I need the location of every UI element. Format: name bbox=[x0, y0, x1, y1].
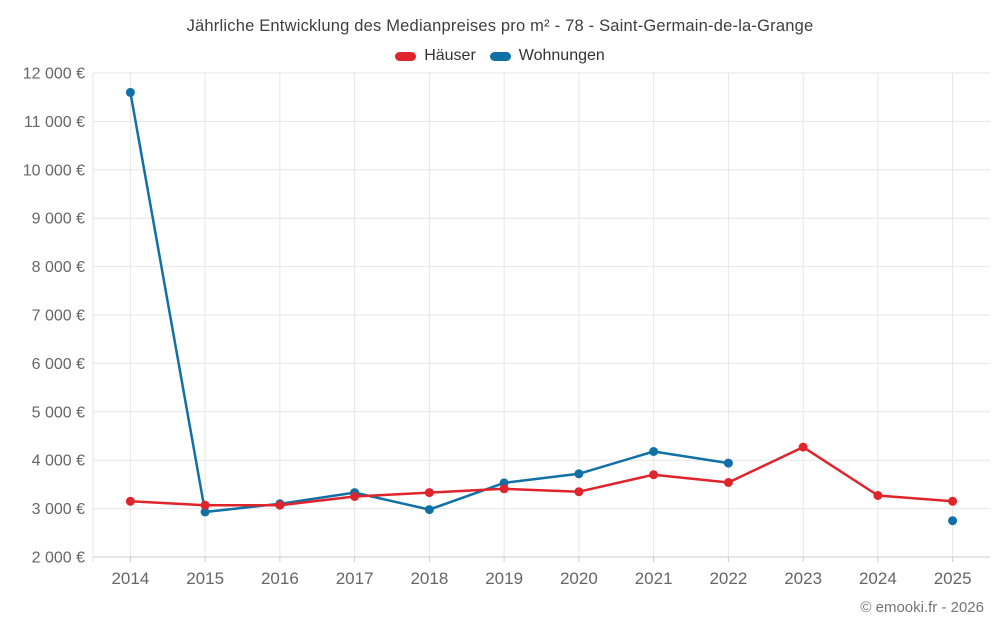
data-point-h-user-2015[interactable] bbox=[200, 500, 210, 510]
data-point-wohnungen-2020[interactable] bbox=[574, 469, 584, 479]
data-point-wohnungen-2021[interactable] bbox=[649, 447, 659, 456]
data-point-h-user-2020[interactable] bbox=[574, 487, 584, 497]
data-point-h-user-2014[interactable] bbox=[125, 496, 135, 506]
data-point-wohnungen-2015[interactable] bbox=[200, 507, 210, 517]
x-tick-label: 2016 bbox=[261, 569, 299, 588]
x-tick-label: 2017 bbox=[336, 569, 374, 588]
x-tick-label: 2023 bbox=[784, 569, 822, 588]
haeuser-legend-swatch bbox=[395, 51, 417, 61]
x-tick-label: 2022 bbox=[709, 569, 747, 588]
series-line-h-user bbox=[129, 445, 954, 507]
y-tick-label: 3 000 € bbox=[32, 501, 85, 518]
data-point-h-user-2016[interactable] bbox=[275, 500, 285, 510]
x-tick-label: 2024 bbox=[859, 569, 897, 588]
y-tick-label: 4 000 € bbox=[32, 453, 85, 470]
y-tick-label: 7 000 € bbox=[32, 308, 85, 325]
data-point-wohnungen-2022[interactable] bbox=[723, 458, 733, 468]
y-tick-label: 12 000 € bbox=[23, 66, 85, 83]
y-tick-label: 9 000 € bbox=[32, 211, 85, 228]
copyright-attribution: © emooki.fr - 2026 bbox=[860, 599, 984, 616]
chart-title: Jährliche Entwicklung des Medianpreises … bbox=[186, 17, 814, 35]
x-tick-label: 2021 bbox=[635, 569, 673, 588]
y-tick-label: 6 000 € bbox=[32, 356, 85, 373]
y-tick-label: 5 000 € bbox=[32, 404, 85, 421]
data-point-wohnungen-2014[interactable] bbox=[125, 87, 135, 97]
legend: Häuser Wohnungen bbox=[0, 47, 1000, 65]
y-tick-label: 11 000 € bbox=[24, 114, 85, 131]
data-point-wohnungen-2018[interactable] bbox=[424, 505, 434, 515]
data-point-wohnungen-2025[interactable] bbox=[948, 516, 958, 526]
x-tick-label: 2019 bbox=[485, 569, 523, 588]
data-point-h-user-2018[interactable] bbox=[424, 488, 434, 498]
data-point-h-user-2023[interactable] bbox=[798, 442, 808, 452]
data-point-h-user-2017[interactable] bbox=[350, 492, 360, 501]
data-point-h-user-2019[interactable] bbox=[499, 484, 509, 494]
data-point-h-user-2022[interactable] bbox=[723, 478, 733, 487]
x-tick-label: 2015 bbox=[186, 569, 224, 588]
x-tick-label: 2020 bbox=[560, 569, 598, 588]
y-tick-label: 8 000 € bbox=[32, 259, 85, 276]
data-point-h-user-2024[interactable] bbox=[873, 491, 883, 500]
y-tick-label: 10 000 € bbox=[23, 162, 85, 179]
legend-item-wohnungen[interactable]: Wohnungen bbox=[489, 47, 605, 65]
legend-item-haeuser[interactable]: Häuser bbox=[395, 47, 476, 65]
wohnungen-legend-label: Wohnungen bbox=[518, 47, 605, 64]
haeuser-legend-label: Häuser bbox=[424, 47, 476, 64]
x-tick-label: 2025 bbox=[934, 569, 972, 588]
y-tick-label: 2 000 € bbox=[32, 550, 85, 567]
data-point-h-user-2025[interactable] bbox=[948, 496, 958, 506]
x-tick-label: 2018 bbox=[410, 569, 448, 588]
x-tick-label: 2014 bbox=[111, 569, 149, 588]
wohnungen-legend-swatch bbox=[489, 51, 511, 61]
data-point-h-user-2021[interactable] bbox=[649, 470, 659, 480]
